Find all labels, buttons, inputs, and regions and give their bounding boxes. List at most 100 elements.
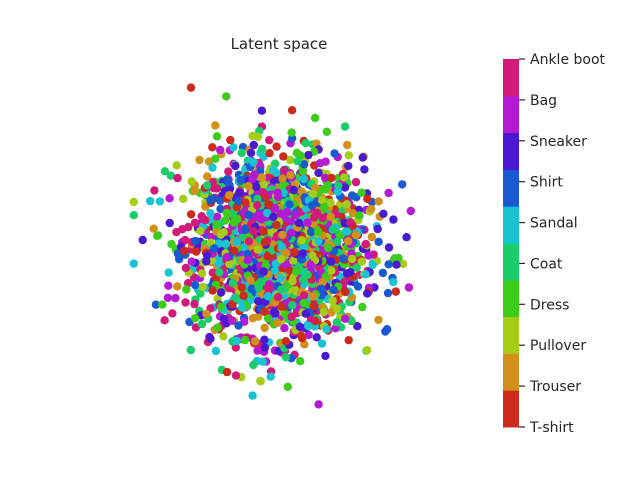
scatter-point [180,246,189,256]
scatter-point [281,353,291,362]
scatter-point [226,135,235,145]
scatter-point [310,113,320,123]
scatter-point [260,237,270,247]
scatter-point [138,235,147,245]
scatter-point [266,372,275,381]
scatter-point [232,237,241,247]
scatter-point [240,335,250,345]
scatter-point [327,266,336,275]
scatter-point [406,206,415,216]
scatter-point [360,165,369,174]
scatter-point [216,230,225,239]
scatter-point [190,299,199,309]
scatter-point [287,128,296,137]
scatter-point [216,288,226,297]
scatter-point [263,252,272,261]
scatter-point [304,321,313,331]
scatter-point [357,257,367,266]
scatter-point [216,196,225,205]
scatter-point [248,391,257,400]
scatter-point [254,297,263,306]
colorbar-segment [503,59,519,97]
scatter-point [254,283,264,293]
scatter-point [334,181,343,190]
scatter-point [391,287,400,296]
scatter-point [234,321,243,330]
scatter-point [241,198,250,207]
scatter-point [202,309,211,318]
scatter-point [317,339,327,348]
scatter-point [259,267,268,276]
scatter-point [166,171,176,180]
scatter-point [190,186,199,195]
scatter-point [198,282,207,292]
scatter-point [278,174,287,183]
scatter-point [296,357,305,366]
scatter-point [352,263,361,272]
colorbar-segment [503,353,519,391]
scatter-point [389,277,398,287]
scatter-point [253,132,263,141]
scatter-point [277,302,286,311]
scatter-point [246,148,256,158]
scatter-point [222,208,231,218]
scatter-point [197,319,207,329]
scatter-point [190,314,200,323]
scatter-point [319,185,328,194]
colorbar-label: Bag [530,93,557,109]
scatter-point [257,144,267,154]
scatter-point [326,212,335,221]
scatter-point [333,237,342,247]
scatter-point [297,236,306,245]
scatter-point [398,259,408,269]
scatter-point [294,218,304,228]
scatter-point [384,188,393,198]
scatter-point [364,251,373,260]
scatter-point [295,322,304,331]
scatter-point [158,300,167,309]
scatter-point [333,187,343,196]
scatter-point [150,186,159,195]
scatter-point [164,281,173,290]
scatter-point [224,167,233,176]
scatter-point [151,300,161,309]
colorbar-segment [503,132,519,170]
scatter-point [231,161,240,171]
scatter-point [273,318,282,327]
scatter-point [326,198,335,208]
scatter-point [289,185,298,195]
scatter-point [260,307,269,316]
scatter-point [300,160,309,169]
scatter-point [353,322,362,331]
scatter-point [243,256,252,265]
scatter-point [333,304,342,314]
scatter-point [346,218,355,227]
scatter-point [384,260,393,269]
scatter-point [225,259,234,269]
scatter-point [287,106,297,115]
scatter-point [287,228,296,237]
scatter-point [265,149,274,158]
scatter-point [288,301,297,310]
scatter-point [180,235,190,245]
scatter-point [317,284,326,294]
scatter-point [257,106,267,115]
scatter-point [149,224,158,233]
scatter-point [232,336,241,346]
scatter-point [348,191,357,200]
scatter-point [288,276,297,286]
scatter-point [341,287,350,297]
scatter-point [208,163,217,172]
scatter-point [256,376,265,386]
scatter-point [306,227,316,237]
scatter-point [363,289,372,298]
colorbar-label: Dress [530,297,569,313]
scatter-point [338,254,348,263]
scatter-point [247,284,256,294]
colorbar-label: Ankle boot [530,52,606,68]
scatter-point [186,210,196,219]
scatter-point [361,239,370,249]
scatter-point [285,200,294,209]
scatter-point [309,301,318,311]
colorbar-label: T-shirt [529,420,574,436]
